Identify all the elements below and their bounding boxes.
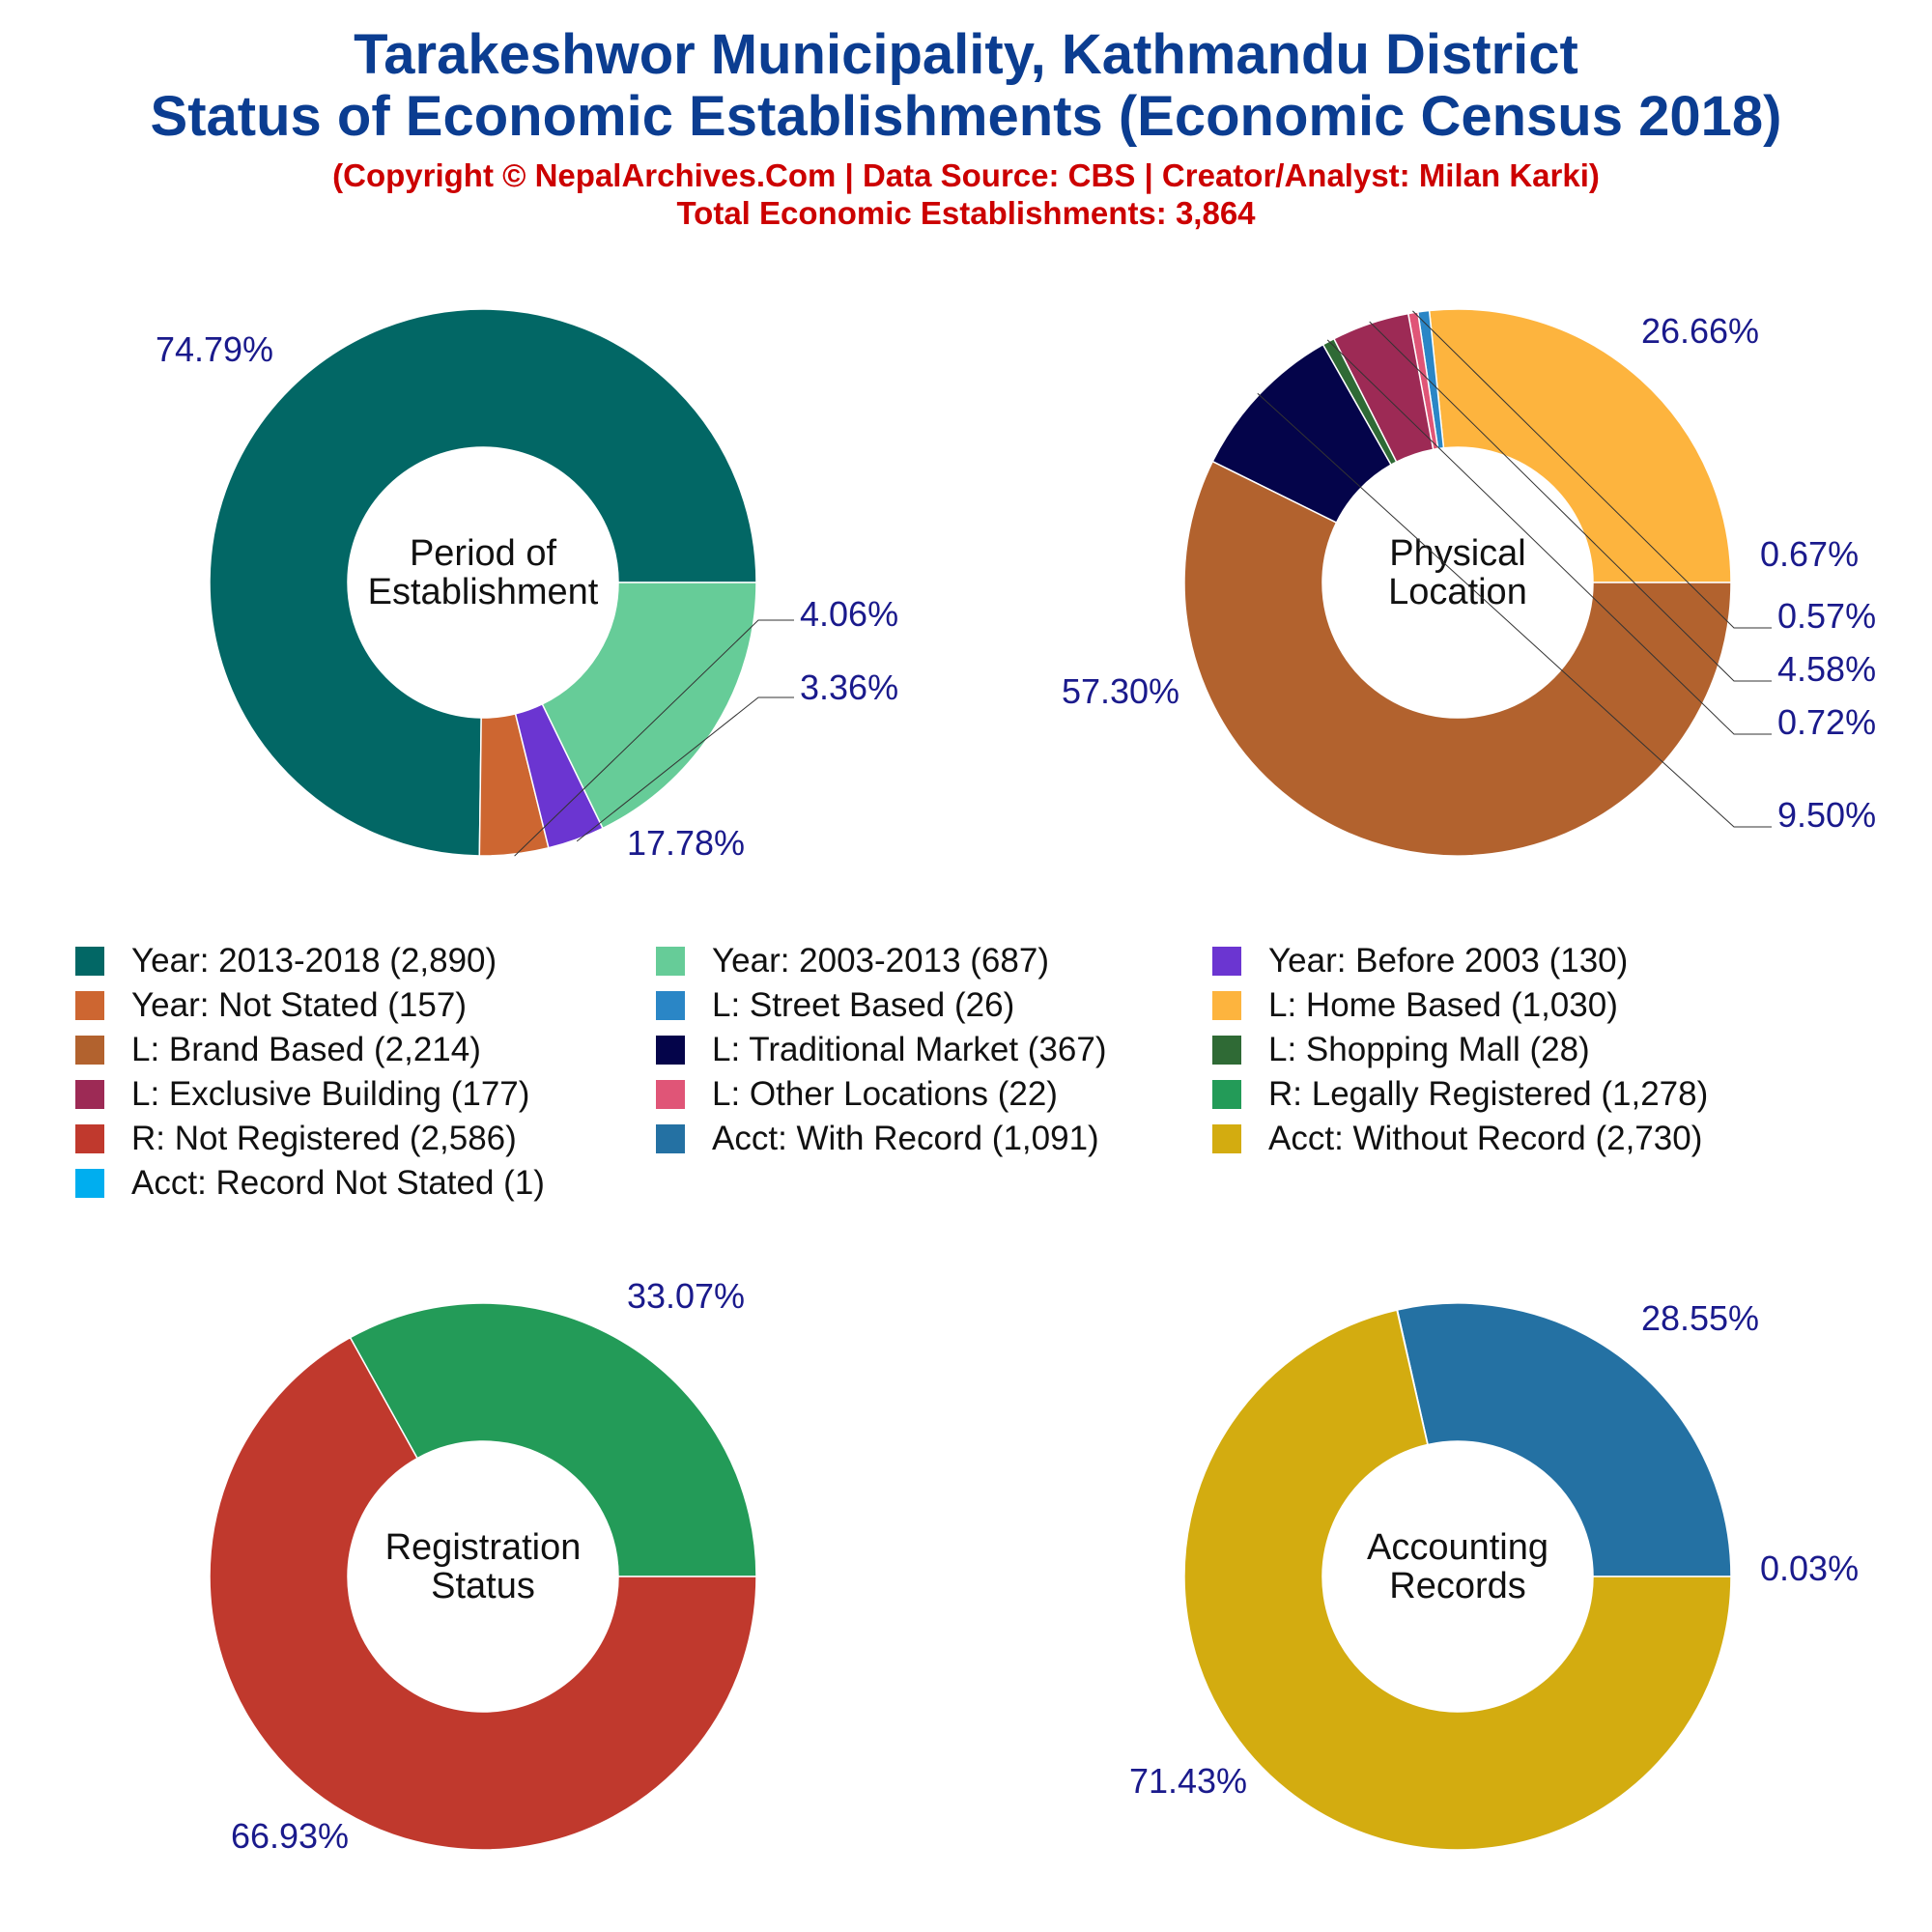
legend-label: R: Legally Registered (1,278) — [1268, 1075, 1709, 1113]
pie-slice — [541, 582, 757, 830]
legend-label: L: Brand Based (2,214) — [131, 1031, 481, 1068]
accounting-records-donut — [1183, 1302, 1732, 1851]
legend-swatch — [1212, 991, 1241, 1020]
legend-item: Acct: Record Not Stated (1) — [75, 1164, 545, 1203]
pie-slice — [209, 1336, 757, 1851]
legend-item: L: Traditional Market (367) — [656, 1031, 1107, 1069]
center-label: Registration Status — [385, 1527, 582, 1606]
center-label: Accounting Records — [1367, 1527, 1548, 1606]
legend-label: L: Shopping Mall (28) — [1268, 1031, 1590, 1068]
legend-swatch — [75, 1124, 104, 1153]
data-label: 57.30% — [1062, 671, 1179, 711]
pie-slice — [1332, 312, 1435, 464]
legend-swatch — [75, 1169, 104, 1198]
legend-label: Year: 2013-2018 (2,890) — [131, 942, 497, 980]
chart-subtitle-line2: Total Economic Establishments: 3,864 — [676, 195, 1256, 231]
legend-item: L: Home Based (1,030) — [1212, 986, 1618, 1025]
legend-label: Acct: Record Not Stated (1) — [131, 1164, 545, 1202]
legend-swatch — [656, 1036, 685, 1065]
legend-item: L: Exclusive Building (177) — [75, 1075, 529, 1114]
pie-slice — [1183, 1309, 1732, 1851]
center-label: Physical Location — [1388, 533, 1527, 612]
legend-label: Year: Before 2003 (130) — [1268, 942, 1629, 980]
leader-line — [576, 696, 794, 842]
legend-swatch — [75, 947, 104, 976]
leader-line — [1412, 310, 1772, 629]
legend-swatch — [656, 1124, 685, 1153]
legend-swatch — [1212, 1080, 1241, 1109]
legend-item: Year: 2013-2018 (2,890) — [75, 942, 497, 980]
pie-slice — [1183, 460, 1732, 857]
legend-swatch — [656, 1080, 685, 1109]
legend-label: Acct: Without Record (2,730) — [1268, 1120, 1703, 1157]
center-label: Period of Establishment — [368, 533, 599, 612]
legend-swatch — [656, 991, 685, 1020]
legend-label: Year: 2003-2013 (687) — [712, 942, 1049, 980]
data-label: 3.36% — [800, 668, 898, 707]
legend-swatch — [75, 1036, 104, 1065]
legend-item: Year: Before 2003 (130) — [1212, 942, 1628, 980]
data-label: 9.50% — [1777, 795, 1876, 835]
legend-label: L: Street Based (26) — [712, 986, 1015, 1024]
legend-label: L: Home Based (1,030) — [1268, 986, 1618, 1024]
legend-label: Acct: With Record (1,091) — [712, 1120, 1099, 1157]
legend-label: L: Traditional Market (367) — [712, 1031, 1107, 1068]
pie-slice — [349, 1302, 757, 1577]
data-label: 33.07% — [627, 1276, 745, 1316]
data-label: 0.03% — [1760, 1548, 1859, 1588]
legend-swatch — [1212, 1124, 1241, 1153]
legend-label: Year: Not Stated (157) — [131, 986, 467, 1024]
legend-item: L: Other Locations (22) — [656, 1075, 1058, 1114]
pie-slice — [514, 702, 605, 849]
data-label: 4.06% — [800, 594, 898, 634]
legend-swatch — [75, 1080, 104, 1109]
data-label: 0.67% — [1760, 534, 1859, 574]
legend-item: Acct: With Record (1,091) — [656, 1120, 1099, 1158]
physical-location-donut — [1183, 308, 1732, 857]
registration-status-donut — [209, 1302, 757, 1851]
chart-title-line2: Status of Economic Establishments (Econo… — [150, 85, 1782, 148]
legend-swatch — [656, 947, 685, 976]
chart-subtitle-line1: (Copyright © NepalArchives.Com | Data So… — [332, 157, 1600, 193]
data-label: 17.78% — [627, 823, 745, 863]
pie-slice — [1428, 308, 1732, 583]
data-label: 74.79% — [156, 329, 273, 369]
legend-item: L: Street Based (26) — [656, 986, 1014, 1025]
period-of-establishment-donut — [209, 308, 757, 857]
legend-item: Year: Not Stated (157) — [75, 986, 467, 1025]
legend-label: L: Exclusive Building (177) — [131, 1075, 530, 1113]
legend-swatch — [75, 991, 104, 1020]
legend-item: R: Legally Registered (1,278) — [1212, 1075, 1708, 1114]
legend-swatch — [1212, 947, 1241, 976]
legend-item: Acct: Without Record (2,730) — [1212, 1120, 1702, 1158]
pie-slice — [209, 308, 757, 857]
leader-line — [514, 619, 794, 857]
legend-label: L: Other Locations (22) — [712, 1075, 1058, 1113]
legend-item: R: Not Registered (2,586) — [75, 1120, 517, 1158]
legend-item: L: Brand Based (2,214) — [75, 1031, 481, 1069]
data-label: 71.43% — [1129, 1761, 1247, 1801]
data-label: 0.57% — [1777, 596, 1876, 636]
leader-line — [1369, 321, 1772, 682]
pie-slice — [478, 713, 550, 857]
data-label: 0.72% — [1777, 702, 1876, 742]
legend-item: Year: 2003-2013 (687) — [656, 942, 1049, 980]
legend-item: L: Shopping Mall (28) — [1212, 1031, 1590, 1069]
legend-label: R: Not Registered (2,586) — [131, 1120, 517, 1157]
leader-line — [1326, 339, 1772, 735]
data-label: 28.55% — [1641, 1298, 1759, 1338]
legend-swatch — [1212, 1036, 1241, 1065]
leader-line — [1257, 392, 1772, 828]
pie-slice — [1396, 1302, 1732, 1577]
data-label: 66.93% — [231, 1816, 349, 1856]
data-label: 26.66% — [1641, 311, 1759, 351]
data-label: 4.58% — [1777, 649, 1876, 689]
chart-title-line1: Tarakeshwor Municipality, Kathmandu Dist… — [354, 23, 1578, 86]
